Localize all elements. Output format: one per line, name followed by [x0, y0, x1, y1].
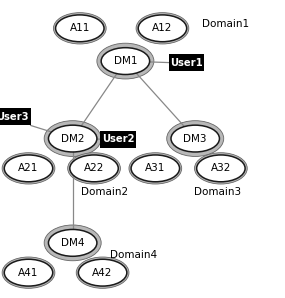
Text: Domain1: Domain1	[202, 19, 249, 29]
Text: User3: User3	[0, 112, 29, 122]
Ellipse shape	[44, 225, 101, 261]
Ellipse shape	[68, 153, 121, 184]
Ellipse shape	[48, 229, 97, 256]
Ellipse shape	[129, 153, 182, 184]
Ellipse shape	[76, 257, 129, 288]
FancyBboxPatch shape	[0, 108, 31, 125]
Text: Domain2: Domain2	[81, 187, 128, 197]
Ellipse shape	[70, 155, 118, 182]
Ellipse shape	[138, 15, 187, 42]
Ellipse shape	[78, 259, 127, 286]
Text: A42: A42	[92, 268, 113, 278]
Text: DM3: DM3	[184, 134, 207, 144]
FancyBboxPatch shape	[100, 131, 136, 148]
Text: A31: A31	[145, 163, 166, 173]
Text: A12: A12	[152, 23, 173, 33]
Ellipse shape	[4, 259, 53, 286]
Ellipse shape	[44, 121, 101, 156]
Text: DM2: DM2	[61, 134, 84, 144]
FancyBboxPatch shape	[169, 54, 205, 71]
Text: Domain3: Domain3	[194, 187, 241, 197]
Ellipse shape	[167, 121, 224, 156]
Text: A11: A11	[70, 23, 90, 33]
Ellipse shape	[2, 153, 55, 184]
Ellipse shape	[56, 15, 104, 42]
Text: User2: User2	[102, 134, 135, 144]
Text: DM4: DM4	[61, 238, 84, 248]
Ellipse shape	[194, 153, 247, 184]
Ellipse shape	[101, 48, 150, 74]
Ellipse shape	[2, 257, 55, 288]
Text: A22: A22	[84, 163, 104, 173]
Text: User1: User1	[170, 58, 203, 68]
Ellipse shape	[54, 13, 106, 44]
Ellipse shape	[97, 43, 154, 79]
Text: Domain4: Domain4	[110, 250, 157, 260]
Ellipse shape	[4, 155, 53, 182]
Ellipse shape	[197, 155, 245, 182]
Text: A21: A21	[18, 163, 39, 173]
Text: A41: A41	[18, 268, 39, 278]
Ellipse shape	[136, 13, 189, 44]
Ellipse shape	[171, 125, 219, 152]
Text: A32: A32	[211, 163, 231, 173]
Ellipse shape	[48, 125, 97, 152]
Ellipse shape	[131, 155, 180, 182]
Text: DM1: DM1	[114, 56, 137, 66]
